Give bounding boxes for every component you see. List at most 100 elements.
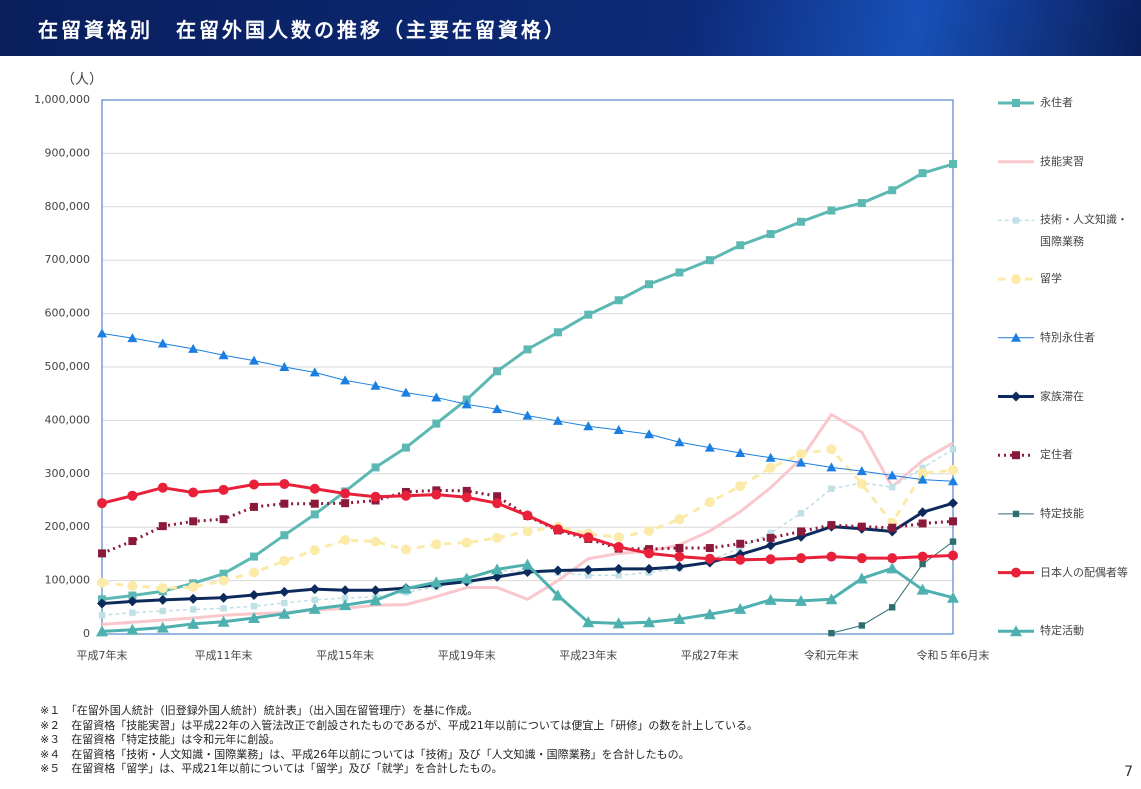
marker	[796, 457, 807, 467]
marker	[917, 507, 928, 518]
marker	[643, 616, 656, 628]
series-line	[101, 332, 954, 482]
marker	[644, 525, 655, 536]
marker	[855, 572, 868, 584]
marker	[888, 523, 897, 532]
marker	[797, 510, 805, 517]
marker	[856, 466, 867, 476]
marker	[126, 623, 139, 635]
marker	[431, 539, 442, 550]
marker	[218, 575, 229, 586]
marker	[553, 328, 562, 337]
marker	[947, 591, 959, 603]
marker	[552, 565, 563, 576]
marker	[1011, 332, 1021, 342]
marker	[765, 452, 776, 462]
footnote: ※１ 「在留外国人統計（旧登録外国人統計）統計表」（出入国在留管理庁）を基に作成…	[40, 704, 479, 717]
marker	[309, 367, 320, 377]
marker	[218, 350, 229, 360]
marker	[704, 553, 715, 564]
marker	[552, 524, 563, 535]
marker	[585, 572, 592, 579]
y-tick-label: 100,000	[45, 574, 91, 587]
marker	[310, 499, 319, 508]
marker	[157, 482, 168, 493]
marker	[461, 492, 472, 503]
marker	[583, 564, 594, 575]
marker	[188, 343, 199, 353]
marker	[887, 470, 898, 480]
y-tick-label: 0	[83, 627, 90, 640]
footnote: ※４ 在留資格「技術・人文知識・国際業務」は、平成26年以前については「技術」及…	[40, 747, 690, 761]
marker	[217, 615, 230, 627]
marker	[645, 280, 654, 289]
marker	[704, 442, 715, 452]
marker	[522, 526, 533, 537]
marker	[615, 572, 622, 579]
marker	[431, 392, 442, 402]
marker	[918, 519, 927, 528]
x-tick-label: 平成19年末	[438, 648, 496, 662]
marker	[522, 410, 533, 420]
marker	[828, 485, 835, 492]
y-tick-label: 600,000	[45, 307, 91, 320]
marker	[828, 629, 835, 637]
y-tick-label: 700,000	[45, 253, 91, 266]
marker	[308, 602, 321, 614]
marker	[156, 621, 169, 633]
series-line	[101, 448, 954, 617]
legend-label: 特定活動	[1040, 624, 1084, 638]
marker	[767, 529, 774, 537]
marker	[582, 616, 595, 628]
marker	[219, 515, 228, 524]
marker	[399, 582, 412, 594]
marker	[614, 296, 623, 305]
y-tick-label: 800,000	[45, 200, 91, 213]
marker	[341, 595, 349, 602]
marker	[461, 537, 472, 548]
marker	[764, 593, 777, 605]
legend-label: 特別永住者	[1040, 330, 1095, 344]
marker	[157, 594, 168, 605]
marker	[797, 217, 806, 226]
marker	[493, 492, 502, 501]
marker	[948, 465, 958, 476]
marker	[159, 607, 166, 615]
marker	[400, 387, 411, 397]
legend-label: 家族滞在	[1040, 389, 1084, 403]
marker	[673, 613, 686, 625]
footnote: ※５ 在留資格「留学」は、平成21年以前については「留学」及び「就学」を合計した…	[40, 762, 503, 775]
marker	[949, 517, 957, 526]
marker	[705, 256, 714, 265]
y-tick-label: 400,000	[45, 413, 91, 426]
x-tick-label: 平成11年末	[195, 648, 253, 662]
marker	[400, 544, 411, 555]
marker	[220, 605, 227, 612]
marker	[96, 625, 108, 637]
marker	[248, 567, 259, 578]
marker	[918, 169, 927, 178]
marker	[552, 415, 563, 425]
marker	[917, 468, 928, 479]
y-axis-label: （人）	[61, 72, 103, 88]
x-tick-label: 令和５年6月末	[917, 648, 990, 662]
marker	[278, 607, 291, 619]
marker	[584, 310, 593, 319]
marker	[430, 576, 443, 588]
marker	[826, 551, 837, 562]
marker	[309, 584, 320, 595]
marker	[613, 563, 624, 574]
marker	[493, 367, 502, 376]
marker	[128, 591, 137, 600]
marker	[279, 586, 290, 597]
marker	[310, 510, 319, 519]
marker	[613, 425, 624, 435]
marker	[766, 533, 775, 542]
footnote: ※３ 在留資格「特定技能」は令和元年に創設。	[40, 733, 281, 746]
marker	[309, 545, 320, 556]
marker	[187, 617, 200, 629]
marker	[735, 447, 746, 457]
marker	[674, 514, 685, 525]
marker	[97, 328, 107, 338]
legend-label: 技術・人文知識・国際業務	[1040, 213, 1128, 249]
